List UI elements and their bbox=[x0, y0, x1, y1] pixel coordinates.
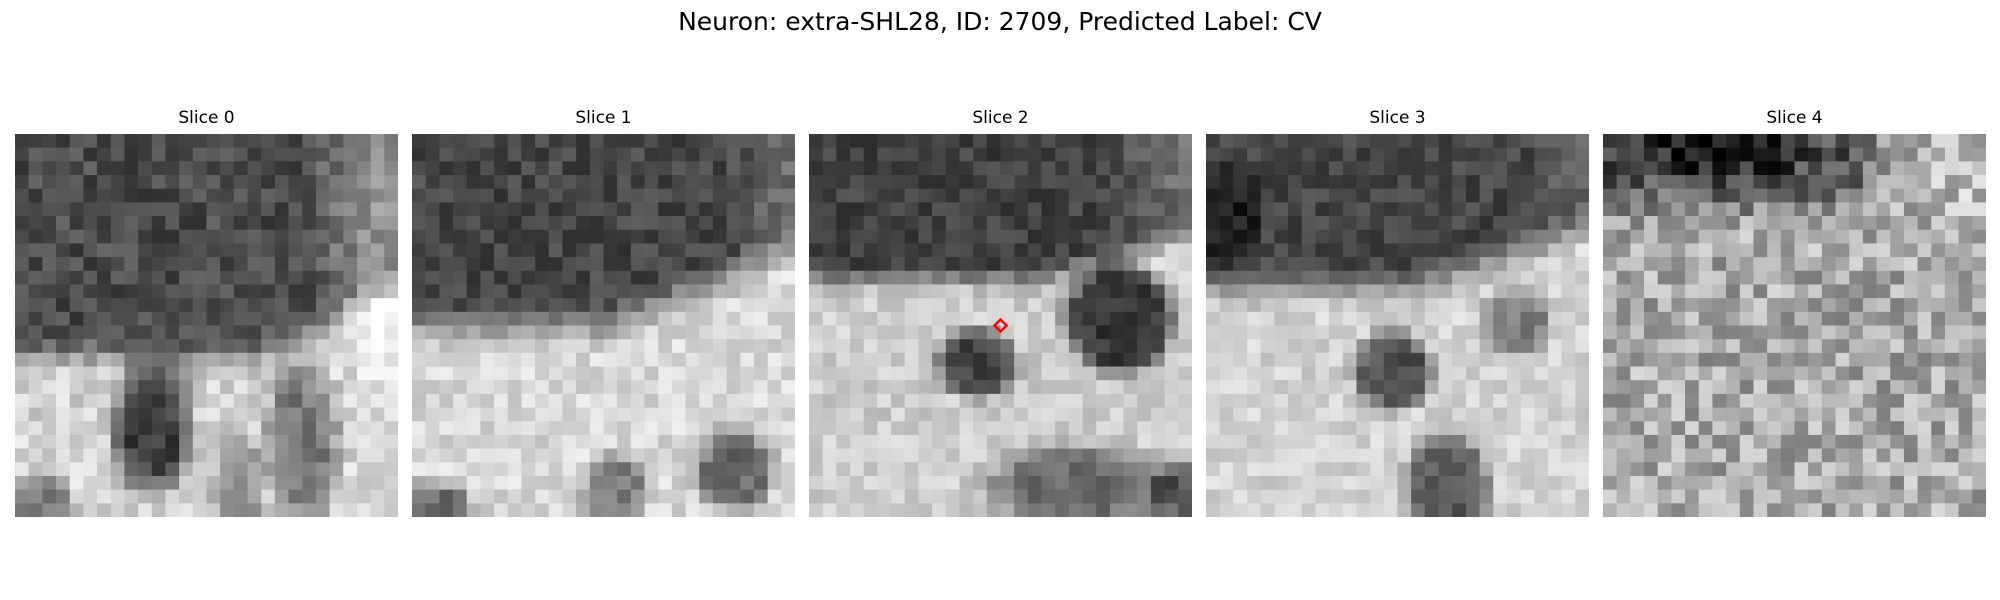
microscopy-slice-image-3 bbox=[1206, 134, 1589, 517]
slice-title-2: Slice 2 bbox=[972, 108, 1029, 128]
microscopy-slice-image-1 bbox=[412, 134, 795, 517]
slice-title-3: Slice 3 bbox=[1369, 108, 1426, 128]
microscopy-slice-image-4 bbox=[1603, 134, 1986, 517]
microscopy-slice-image-0 bbox=[15, 134, 398, 517]
figure-title: Neuron: extra-SHL28, ID: 2709, Predicted… bbox=[678, 7, 1322, 36]
center-marker-icon bbox=[992, 317, 1009, 334]
slice-title-1: Slice 1 bbox=[575, 108, 632, 128]
slice-title-4: Slice 4 bbox=[1766, 108, 1823, 128]
microscopy-slice-image-2 bbox=[809, 134, 1192, 517]
slice-title-0: Slice 0 bbox=[178, 108, 235, 128]
